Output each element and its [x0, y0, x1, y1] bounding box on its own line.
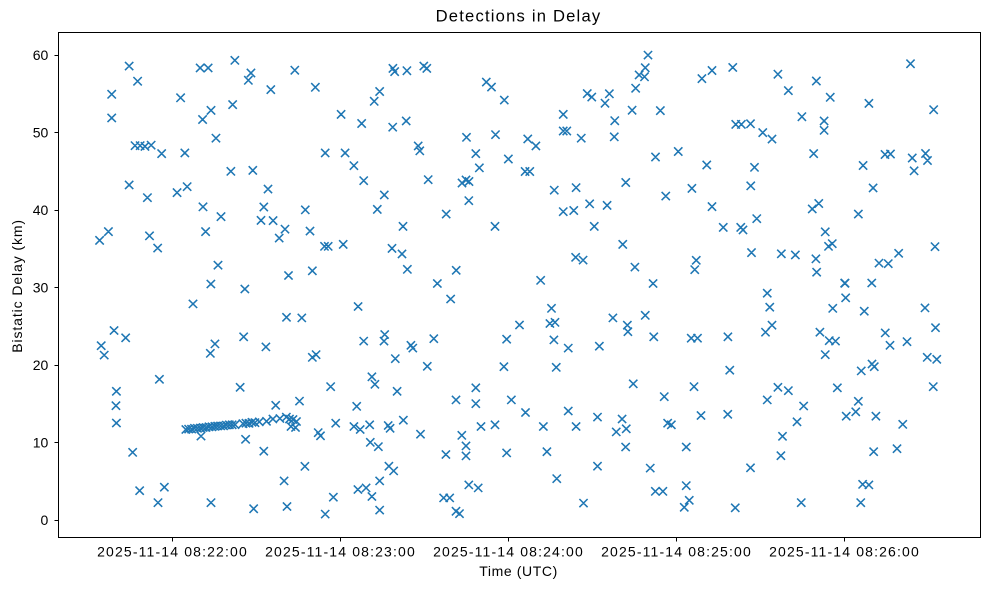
svg-text:2025-11-14 08:25:00: 2025-11-14 08:25:00 [601, 544, 752, 560]
svg-text:50: 50 [33, 125, 49, 141]
svg-text:Detections in Delay: Detections in Delay [436, 6, 602, 25]
svg-text:2025-11-14 08:24:00: 2025-11-14 08:24:00 [433, 544, 584, 560]
svg-text:Bistatic Delay (km): Bistatic Delay (km) [9, 219, 25, 353]
svg-text:30: 30 [33, 279, 49, 295]
svg-text:60: 60 [33, 47, 49, 63]
svg-text:40: 40 [33, 202, 49, 218]
svg-text:2025-11-14 08:22:00: 2025-11-14 08:22:00 [97, 544, 248, 560]
svg-text:20: 20 [33, 357, 49, 373]
svg-text:Time (UTC): Time (UTC) [479, 563, 558, 579]
svg-text:2025-11-14 08:26:00: 2025-11-14 08:26:00 [769, 544, 920, 560]
svg-text:0: 0 [41, 512, 49, 528]
svg-text:10: 10 [33, 434, 49, 450]
svg-text:2025-11-14 08:23:00: 2025-11-14 08:23:00 [265, 544, 416, 560]
